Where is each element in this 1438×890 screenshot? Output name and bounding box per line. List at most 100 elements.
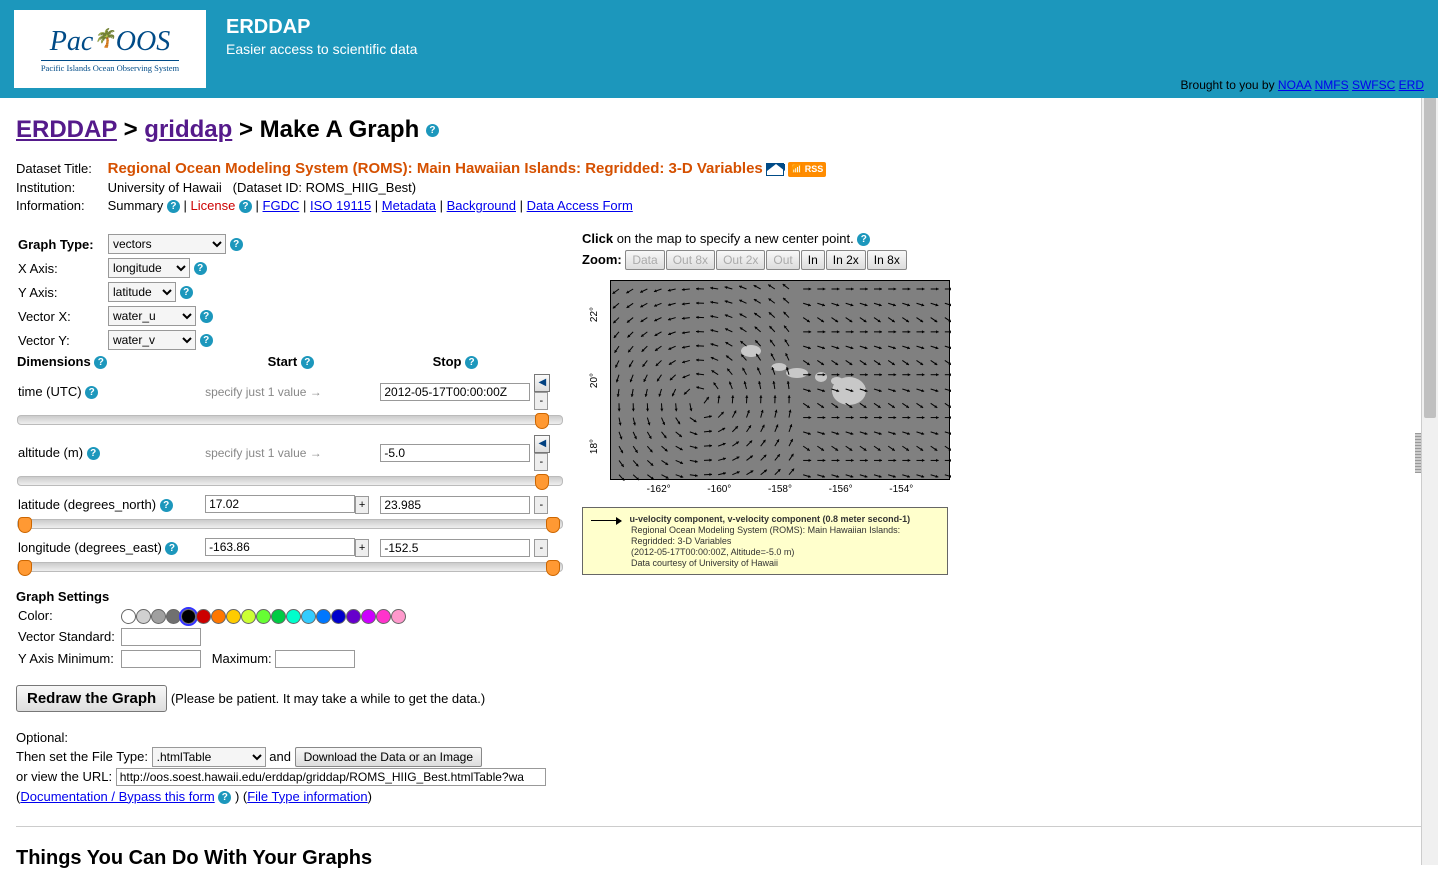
zoom-button-out8x[interactable]: Out 8x — [666, 250, 715, 270]
vectory-select[interactable]: water_v — [108, 330, 196, 350]
color-swatch[interactable] — [331, 609, 346, 624]
dim-start-input[interactable] — [205, 495, 355, 513]
color-swatch[interactable] — [181, 609, 196, 624]
link-iso[interactable]: ISO 19115 — [310, 198, 371, 213]
doc-link[interactable]: Documentation / Bypass this form — [20, 789, 214, 804]
color-swatch[interactable] — [316, 609, 331, 624]
scrollbar[interactable] — [1421, 0, 1438, 865]
help-icon[interactable]: ? — [230, 238, 243, 251]
slider-thumb-right[interactable] — [546, 560, 560, 576]
color-swatch[interactable] — [301, 609, 316, 624]
link-fgdc[interactable]: FGDC — [263, 198, 300, 213]
yaxis-min-input[interactable] — [121, 650, 201, 668]
link-swfsc[interactable]: SWFSC — [1352, 78, 1395, 92]
link-metadata[interactable]: Metadata — [382, 198, 436, 213]
dim-stop-input[interactable] — [380, 383, 530, 401]
color-swatch[interactable] — [271, 609, 286, 624]
color-swatch[interactable] — [286, 609, 301, 624]
color-swatch[interactable] — [211, 609, 226, 624]
help-icon[interactable]: ? — [218, 791, 231, 804]
help-icon[interactable]: ? — [200, 334, 213, 347]
slider-thumb-left[interactable] — [18, 517, 32, 533]
link-background[interactable]: Background — [447, 198, 516, 213]
help-icon[interactable]: ? — [87, 447, 100, 460]
slider-thumb[interactable] — [535, 474, 549, 490]
color-swatch[interactable] — [346, 609, 361, 624]
logo[interactable]: Pac🌴OOS Pacific Islands Ocean Observing … — [14, 10, 206, 88]
plus-button[interactable]: + — [355, 496, 369, 514]
slider-thumb-left[interactable] — [18, 560, 32, 576]
dim-stop-input[interactable] — [380, 539, 530, 557]
help-icon[interactable]: ? — [426, 124, 439, 137]
help-icon[interactable]: ? — [180, 286, 193, 299]
link-erd[interactable]: ERD — [1399, 78, 1424, 92]
zoom-button-out2x[interactable]: Out 2x — [716, 250, 765, 270]
link-data-access[interactable]: Data Access Form — [527, 198, 633, 213]
yaxis-max-input[interactable] — [275, 650, 355, 668]
help-icon[interactable]: ? — [85, 386, 98, 399]
color-swatch[interactable] — [196, 609, 211, 624]
color-swatch[interactable] — [256, 609, 271, 624]
dim-start-input[interactable] — [205, 538, 355, 556]
color-swatch[interactable] — [121, 609, 136, 624]
link-nmfs[interactable]: NMFS — [1315, 78, 1349, 92]
color-swatch[interactable] — [136, 609, 151, 624]
slider-thumb-right[interactable] — [546, 517, 560, 533]
color-swatch[interactable] — [151, 609, 166, 624]
link-noaa[interactable]: NOAA — [1278, 78, 1311, 92]
dim-stop-input[interactable] — [380, 496, 530, 514]
prev-button[interactable]: ◀ — [534, 374, 550, 392]
zoom-button-out[interactable]: Out — [766, 250, 799, 270]
prev-button[interactable]: ◀ — [534, 435, 550, 453]
xaxis-select[interactable]: longitude — [108, 258, 190, 278]
breadcrumb-griddap[interactable]: griddap — [144, 116, 232, 143]
help-icon[interactable]: ? — [239, 200, 252, 213]
redraw-button[interactable]: Redraw the Graph — [16, 685, 167, 712]
zoom-button-data[interactable]: Data — [625, 250, 664, 270]
license-link[interactable]: License — [190, 198, 235, 213]
help-icon[interactable]: ? — [301, 356, 314, 369]
help-icon[interactable]: ? — [165, 542, 178, 555]
help-icon[interactable]: ? — [857, 233, 870, 246]
minus-button[interactable]: - — [534, 539, 548, 557]
dimension-slider[interactable] — [17, 562, 563, 572]
minus-button[interactable]: - — [534, 453, 548, 471]
color-swatch[interactable] — [391, 609, 406, 624]
zoom-button-in[interactable]: In — [801, 250, 825, 270]
minus-button[interactable]: - — [534, 392, 548, 410]
file-type-select[interactable]: .htmlTable — [152, 747, 266, 767]
color-swatch[interactable] — [376, 609, 391, 624]
vectorx-select[interactable]: water_u — [108, 306, 196, 326]
color-swatch[interactable] — [226, 609, 241, 624]
zoom-button-in2x[interactable]: In 2x — [826, 250, 866, 270]
yaxis-select[interactable]: latitude — [108, 282, 176, 302]
filetype-link[interactable]: File Type information — [247, 789, 367, 804]
help-icon[interactable]: ? — [194, 262, 207, 275]
help-icon[interactable]: ? — [94, 356, 107, 369]
color-swatch[interactable] — [361, 609, 376, 624]
vector-map[interactable]: 22° 20° 18° — [610, 280, 950, 480]
help-icon[interactable]: ? — [160, 499, 173, 512]
graph-settings-header: Graph Settings — [16, 589, 564, 604]
help-icon[interactable]: ? — [465, 356, 478, 369]
breadcrumb-erddap[interactable]: ERDDAP — [16, 116, 117, 143]
url-input[interactable] — [116, 768, 546, 786]
zoom-button-in8x[interactable]: In 8x — [867, 250, 907, 270]
dimension-slider[interactable] — [17, 476, 563, 486]
dimension-slider[interactable] — [17, 415, 563, 425]
minus-button[interactable]: - — [534, 496, 548, 514]
help-icon[interactable]: ? — [167, 200, 180, 213]
plus-button[interactable]: + — [355, 539, 369, 557]
color-swatch[interactable] — [241, 609, 256, 624]
dimension-slider[interactable] — [17, 519, 563, 529]
slider-thumb[interactable] — [535, 413, 549, 429]
graph-type-select[interactable]: vectors — [108, 234, 226, 254]
download-button[interactable]: Download the Data or an Image — [295, 747, 482, 767]
dim-stop-input[interactable] — [380, 444, 530, 462]
mail-icon[interactable] — [766, 163, 784, 176]
color-swatch[interactable] — [166, 609, 181, 624]
help-icon[interactable]: ? — [200, 310, 213, 323]
rss-icon[interactable]: 📶 RSS — [788, 162, 826, 177]
vector-std-input[interactable] — [121, 628, 201, 646]
breadcrumb: ERDDAP > griddap > Make A Graph ? — [16, 116, 1422, 144]
